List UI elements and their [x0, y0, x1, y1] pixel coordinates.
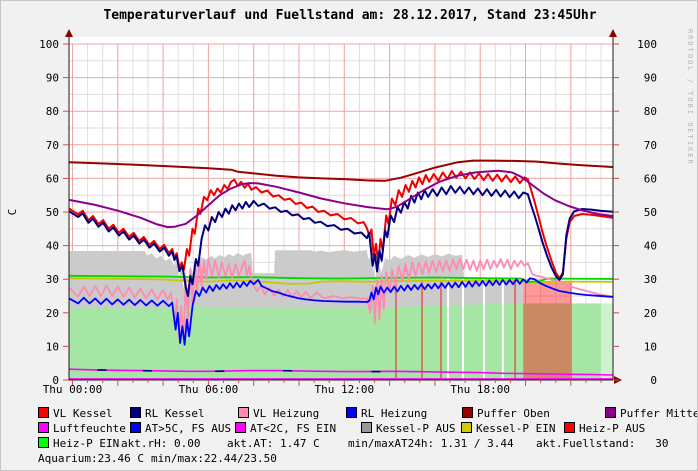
y-tick-label-right: 10 [644, 340, 657, 353]
y-tick-label-left: 80 [46, 105, 59, 118]
series-rl-heizung [68, 277, 613, 346]
legend-swatch [461, 422, 472, 433]
y-tick-label-left: 100 [39, 38, 59, 51]
legend-label: RL Heizung [361, 407, 428, 420]
legend-swatch [38, 422, 49, 433]
legend-swatch [564, 422, 575, 433]
legend-item-vl-heizung: VL Heizung [238, 407, 319, 420]
x-tick-label: Thu 00:00 [43, 383, 103, 396]
y-tick-label-right: 20 [644, 307, 657, 320]
y-tick-label-right: 30 [644, 273, 657, 286]
pump-gap-stripe [501, 278, 504, 380]
legend-item-luftfeuchte: Luftfeuchte [38, 422, 126, 435]
pump-gap-stripe [461, 278, 464, 380]
legend-item-kessel-p-ein: Kessel-P EIN [461, 422, 555, 435]
legend-label: Kessel-P AUS [376, 422, 456, 435]
pump-gap-stripe [447, 278, 450, 380]
y-tick-label-left: 50 [46, 206, 59, 219]
y-tick-label-right: 60 [644, 172, 657, 185]
heiz-p-aus-spike [395, 280, 397, 380]
legend-swatch [462, 407, 473, 418]
series-puffer-mitte [68, 169, 613, 229]
y-tick-label-right: 50 [644, 206, 657, 219]
y-tick-label-left: 70 [46, 139, 59, 152]
legend-label: Puffer Oben [477, 407, 550, 420]
legend-item-rl-heizung: RL Heizung [346, 407, 427, 420]
legend-swatch [346, 407, 357, 418]
legend-label: Luftfeuchte [53, 422, 126, 435]
y-tick-label-left: 40 [46, 240, 59, 253]
y-tick-label-left: 20 [46, 307, 59, 320]
y-tick-label-right: 80 [644, 105, 657, 118]
status-text: min/maxAT24h: 1.31 / 3.44 [348, 437, 514, 450]
status-text: Aquarium:23.46 C [38, 452, 144, 465]
y-axis-unit: C [6, 209, 19, 216]
legend-item-heiz-p-ein: Heiz-P EIN [38, 437, 119, 450]
legend-label: AT>5C, FS AUS [145, 422, 232, 435]
status-text: akt.AT: 1.47 C [227, 437, 320, 450]
y-tick-label-right: 70 [644, 139, 657, 152]
legend-swatch [235, 422, 246, 433]
legend-item-heiz-p-aus: Heiz-P AUS [564, 422, 645, 435]
legend-swatch [38, 437, 49, 448]
series-vl-heizung [68, 258, 613, 339]
y-tick-label-right: 90 [644, 72, 657, 85]
y-tick-label-right: 40 [644, 240, 657, 253]
axis-arrow-up-left [65, 29, 73, 37]
legend-swatch [130, 422, 141, 433]
series-puffer-oben [69, 159, 613, 182]
y-tick-label-right: 0 [650, 374, 657, 387]
x-tick-label: Thu 06:00 [179, 383, 239, 396]
chart-title: Temperaturverlauf und Fuellstand am: 28.… [103, 8, 597, 23]
legend-swatch [130, 407, 141, 418]
x-tick-label: Thu 12:00 [314, 383, 374, 396]
legend-item-kessel-p-aus: Kessel-P AUS [361, 422, 455, 435]
heiz-p-aus-spike [421, 280, 423, 380]
legend-label: VL Heizung [253, 407, 320, 420]
legend-swatch [38, 407, 49, 418]
status-text: akt.Fuellstand: 30 [536, 437, 669, 450]
status-text: min/max:22.44/23.50 [151, 452, 277, 465]
legend-item-puffer-oben: Puffer Oben [462, 407, 550, 420]
legend-label: RL Kessel [145, 407, 205, 420]
legend-label: Heiz-P EIN [53, 437, 120, 450]
legend-label: AT<2C, FS EIN [250, 422, 337, 435]
x-tick-label: Thu 18:00 [450, 383, 510, 396]
legend-item-rl-kessel: RL Kessel [130, 407, 205, 420]
pump-gap-stripe [483, 278, 486, 380]
series-at-aussentemperatur- [69, 368, 613, 376]
rrdtool-watermark: RRDTOOL / TOBI OETIKER [686, 29, 694, 166]
legend-item-vl-kessel: VL Kessel [38, 407, 113, 420]
legend-label: Puffer Mitte [620, 407, 698, 420]
axis-arrow-up-right [609, 29, 617, 37]
heiz_p_aus_block [523, 280, 572, 380]
legend-item-puffer-mitte: Puffer Mitte [605, 407, 698, 420]
y-tick-label-left: 10 [46, 340, 59, 353]
legend-item-at-2c-fs-ein: AT<2C, FS EIN [235, 422, 336, 435]
legend-swatch [605, 407, 616, 418]
data-gap-strip [600, 302, 613, 380]
heiz_p_ein_area [69, 303, 613, 380]
heiz-p-aus-spike [440, 280, 442, 380]
legend-swatch [238, 407, 249, 418]
legend-label: Kessel-P EIN [476, 422, 556, 435]
y-tick-label-left: 60 [46, 172, 59, 185]
legend-item-at-5c-fs-aus: AT>5C, FS AUS [130, 422, 231, 435]
series-rl-kessel [68, 185, 613, 297]
y-tick-label-left: 90 [46, 72, 59, 85]
heiz-p-aus-spike [514, 280, 516, 380]
legend-label: Heiz-P AUS [579, 422, 646, 435]
y-tick-label-left: 0 [52, 374, 59, 387]
legend-swatch [361, 422, 372, 433]
status-text: akt.rH: 0.00 [121, 437, 201, 450]
y-tick-label-right: 100 [637, 38, 657, 51]
legend-label: VL Kessel [53, 407, 113, 420]
y-tick-label-left: 30 [46, 273, 59, 286]
